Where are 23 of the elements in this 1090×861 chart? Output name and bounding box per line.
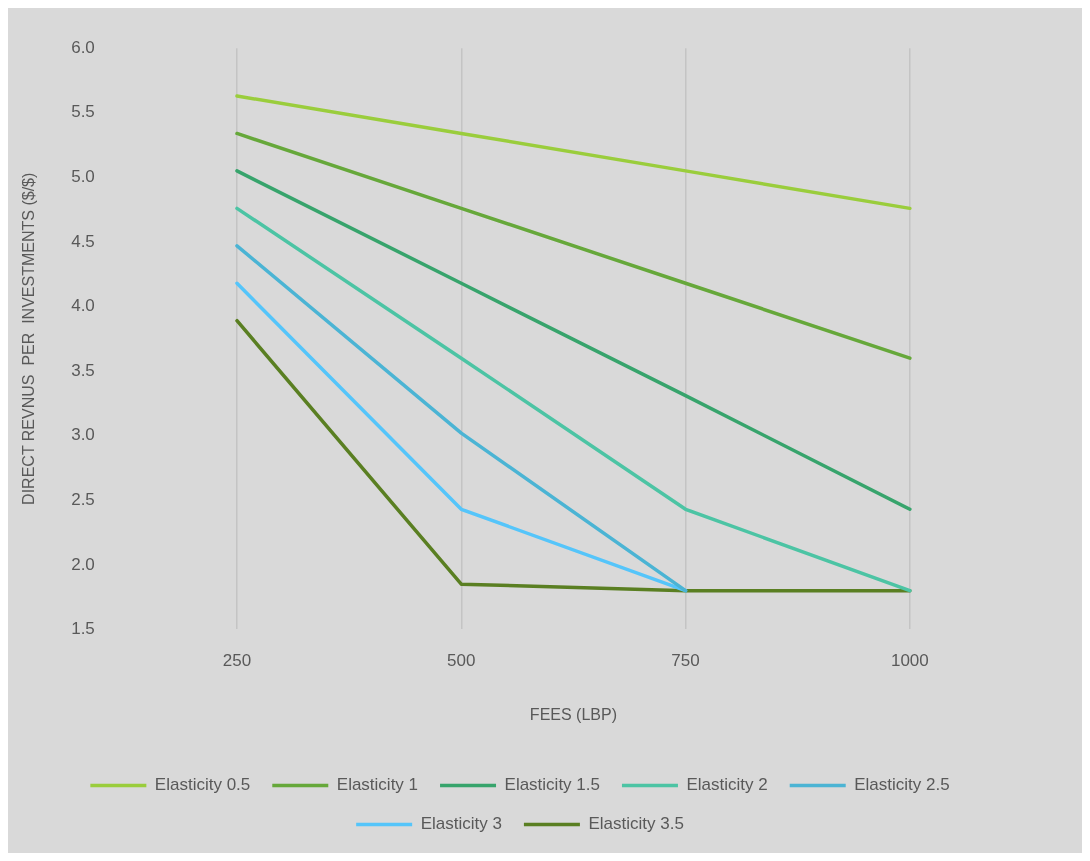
legend-label: Elasticity 1.5	[504, 775, 600, 795]
y-tick-label: 4.0	[71, 296, 95, 316]
y-tick-label: 4.5	[71, 231, 95, 251]
y-axis-title: DIRECT REVNUS PER INVESTMENTS ($/$)	[20, 172, 38, 505]
y-tick-label: 5.0	[71, 167, 95, 187]
legend-label: Elasticity 2.5	[854, 775, 950, 795]
x-tick-label: 500	[447, 651, 476, 671]
legend-label: Elasticity 2	[686, 775, 768, 795]
y-tick-label: 3.5	[71, 360, 95, 380]
x-tick-label: 750	[671, 651, 700, 671]
x-axis-title: FEES (LBP)	[529, 705, 617, 723]
y-tick-label: 6.0	[71, 37, 95, 57]
x-tick-label: 1000	[890, 651, 929, 671]
y-tick-label: 2.0	[71, 554, 95, 574]
y-tick-label: 2.5	[71, 489, 95, 509]
legend-label: Elasticity 3.5	[588, 814, 684, 834]
y-tick-label: 3.0	[71, 425, 95, 445]
x-tick-label: 250	[222, 651, 252, 671]
legend-label: Elasticity 1	[336, 775, 419, 795]
legend-label: Elasticity 3	[420, 814, 502, 834]
y-tick-label: 5.5	[71, 102, 95, 122]
legend-label: Elasticity 0.5	[154, 775, 251, 795]
y-tick-label: 1.5	[71, 619, 95, 639]
